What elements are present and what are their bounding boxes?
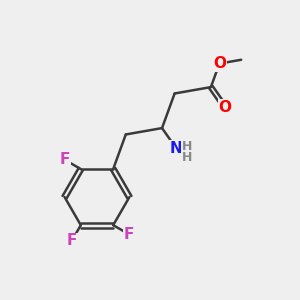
Text: H: H	[182, 140, 192, 153]
Text: O: O	[213, 56, 226, 71]
Text: N: N	[170, 141, 183, 156]
Text: F: F	[67, 233, 77, 248]
Text: O: O	[219, 100, 232, 115]
Text: F: F	[124, 227, 134, 242]
Text: F: F	[60, 152, 70, 167]
Text: H: H	[182, 151, 192, 164]
